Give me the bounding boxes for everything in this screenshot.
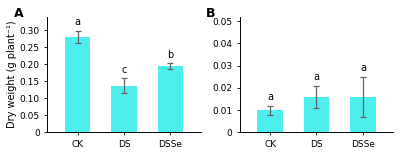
Bar <box>350 97 376 132</box>
Text: a: a <box>267 92 273 102</box>
Text: B: B <box>206 7 216 20</box>
Bar <box>65 37 90 132</box>
Text: A: A <box>14 7 24 20</box>
Text: a: a <box>75 17 81 27</box>
Text: b: b <box>167 50 174 60</box>
Text: a: a <box>314 72 320 82</box>
Bar <box>111 86 137 132</box>
Text: a: a <box>360 63 366 73</box>
Bar <box>158 66 183 132</box>
Bar <box>257 110 283 132</box>
Bar <box>304 97 329 132</box>
Text: c: c <box>121 65 127 75</box>
Y-axis label: Dry weight (g plant⁻¹): Dry weight (g plant⁻¹) <box>7 21 17 128</box>
